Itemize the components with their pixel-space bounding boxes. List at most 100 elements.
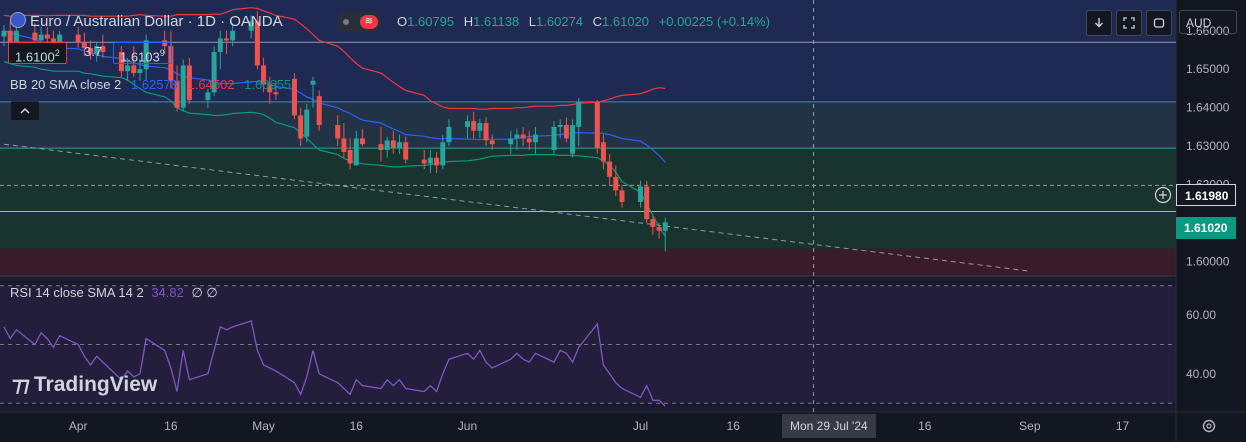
open-value: 1.60795: [407, 14, 455, 29]
low-value: 1.60274: [536, 14, 584, 29]
bb-upper-value: 1.64502: [187, 77, 235, 92]
rsi-label: RSI 14 close SMA 14 2: [10, 285, 144, 300]
candle-body: [427, 157, 433, 164]
bb-legend[interactable]: BB 20 SMA close 2 1.62578 1.64502 1.6065…: [10, 77, 291, 93]
high-key: H: [463, 14, 474, 29]
candle-body: [100, 46, 106, 52]
candle-body: [223, 38, 229, 41]
time-axis-label: Jul: [632, 419, 649, 433]
candle-body: [341, 138, 347, 152]
bb-basis-line: [3, 30, 666, 163]
candle-body: [75, 34, 81, 43]
candle-body: [137, 69, 143, 74]
candle-body: [248, 21, 254, 31]
candle-body: [421, 159, 427, 164]
candle-body: [390, 140, 396, 149]
sell-price-sup: 2: [54, 48, 60, 58]
tradingview-logo[interactable]: ⁊⁊ TradingView: [12, 374, 157, 395]
high-value: 1.61138: [473, 14, 520, 29]
currency-selector[interactable]: AUD: [1179, 10, 1237, 34]
buy-button[interactable]: 1.61039: [113, 42, 172, 64]
candle-body: [446, 126, 452, 143]
candle-body: [230, 30, 236, 41]
candle-body: [316, 96, 322, 125]
candle-body: [600, 142, 606, 162]
candle-body: [335, 125, 341, 139]
sell-button[interactable]: 1.61002: [8, 42, 67, 64]
candle-body: [508, 138, 514, 145]
candle-body: [57, 34, 63, 45]
status-dot-icon: [343, 19, 349, 25]
candle-body: [570, 125, 576, 154]
waves-icon: ≋: [360, 15, 378, 29]
symbol-title[interactable]: Euro / Australian Dollar · 1D · OANDA: [10, 12, 283, 30]
buy-price: 1.6103: [120, 49, 160, 65]
plus-circle-icon: [1154, 186, 1172, 204]
spread-value: 3.7: [84, 44, 103, 59]
rsi-extra: ∅ ∅: [191, 285, 218, 300]
fullscreen-button[interactable]: [1116, 10, 1142, 36]
time-axis-label: 16: [164, 419, 178, 433]
bb-basis-value: 1.62578: [130, 77, 178, 92]
change-value: +0.00225 (+0.14%): [658, 14, 770, 29]
settings-button[interactable]: [1201, 418, 1217, 434]
close-key: C: [592, 14, 603, 29]
price-tick-label: 1.60000: [1186, 255, 1230, 269]
candle-body: [261, 65, 267, 85]
candle-body: [384, 140, 390, 150]
rsi-value: 34.82: [151, 285, 184, 300]
download-button[interactable]: [1086, 10, 1112, 36]
candle-body: [180, 65, 186, 108]
candle-body: [594, 101, 600, 149]
trendline: [3, 143, 1030, 272]
candle-body: [267, 84, 273, 93]
candle-body: [471, 121, 477, 131]
candle-body: [217, 38, 223, 52]
candle-body: [131, 65, 137, 74]
candle-body: [347, 150, 353, 164]
price-zone: [0, 148, 1176, 212]
bb-lower-line: [3, 60, 666, 237]
sell-price: 1.6100: [15, 49, 55, 65]
candle-body: [143, 40, 149, 70]
bb-upper-line: [3, 7, 666, 110]
candle-body: [32, 32, 38, 41]
buy-price-sup: 9: [159, 48, 165, 58]
candle-body: [353, 138, 359, 166]
candle-body: [38, 34, 44, 41]
rsi-legend[interactable]: RSI 14 close SMA 14 2 34.82 ∅ ∅: [10, 285, 218, 301]
low-key: L: [528, 14, 537, 29]
rsi-line: [3, 320, 666, 407]
candle-body: [607, 161, 613, 177]
candle-body: [397, 142, 403, 149]
candle-body: [662, 222, 668, 231]
candle-body: [619, 190, 625, 202]
crosshair-date-label: Mon 29 Jul '24: [782, 414, 876, 438]
candle-body: [656, 226, 662, 231]
candle-body: [211, 51, 217, 93]
price-tick-label: 1.65000: [1186, 62, 1230, 76]
collapse-legend-button[interactable]: [10, 101, 40, 121]
time-axis-label: May: [252, 419, 275, 433]
time-axis-label: Jun: [457, 419, 478, 433]
candle-body: [483, 123, 489, 141]
candle-body: [378, 144, 384, 150]
candle-body: [273, 92, 279, 95]
candle-body: [94, 46, 100, 54]
chevron-up-icon: [20, 107, 30, 114]
refresh-icon: [1153, 18, 1165, 28]
add-alert-button[interactable]: [1154, 186, 1172, 204]
time-axis-label: 16: [349, 419, 363, 433]
bb-lower-value: 1.60655: [244, 77, 292, 92]
candle-body: [174, 80, 180, 108]
candle-body: [477, 123, 483, 131]
market-status-toggle[interactable]: ≋: [337, 12, 381, 32]
candle-body: [50, 38, 56, 45]
bb-label: BB 20 SMA close 2: [10, 77, 122, 92]
candle-body: [532, 134, 538, 143]
refresh-button[interactable]: [1146, 10, 1172, 36]
symbol-title-text: Euro / Australian Dollar · 1D · OANDA: [30, 13, 283, 30]
candle-body: [526, 138, 532, 143]
candle-body: [310, 80, 316, 85]
